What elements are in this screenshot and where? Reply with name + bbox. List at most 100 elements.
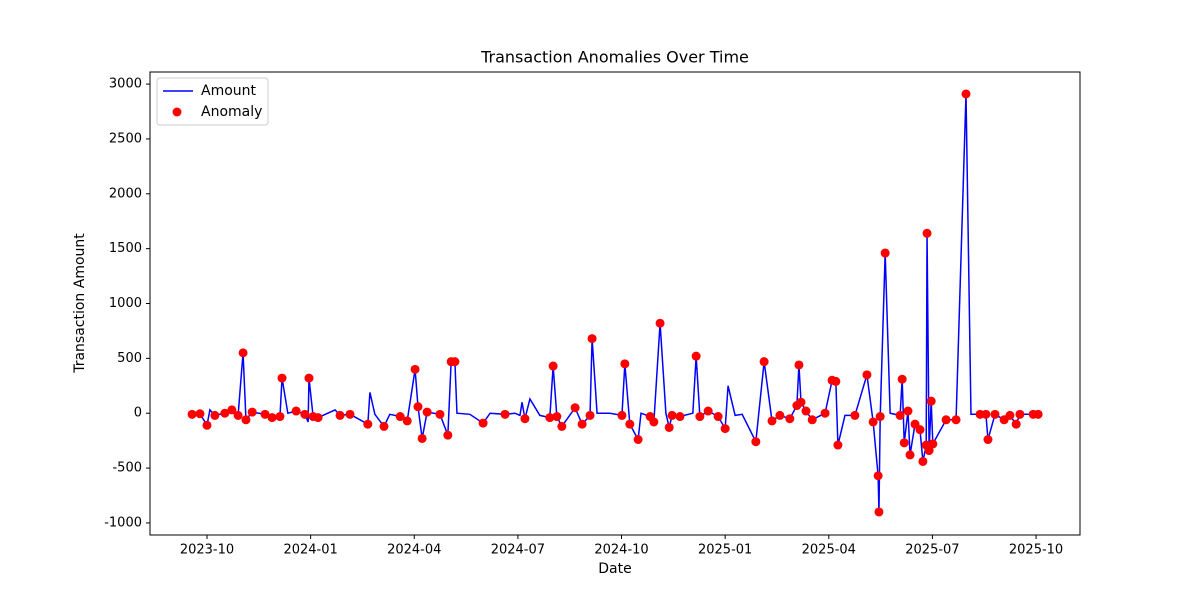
anomaly-point [395,412,405,422]
anomaly-point [897,374,907,384]
x-tick-label: 2024-10 [594,543,648,558]
x-tick-label: 2025-04 [802,543,856,558]
anomaly-point [267,413,277,423]
amount-line [192,93,1039,512]
anomaly-point [1011,419,1021,429]
anomaly-point [767,416,777,426]
anomaly-point [903,406,913,416]
legend-label: Anomaly [201,104,262,120]
anomaly-point [187,409,197,419]
anomaly-point [402,416,412,426]
anomaly-point [345,409,355,419]
anomaly-point [928,439,938,449]
anomaly-point [833,440,843,450]
anomaly-point [450,357,460,367]
anomaly-point [983,435,993,445]
anomaly-point [275,412,285,422]
legend-box [156,77,269,126]
anomaly-point [417,433,427,443]
anomaly-point [435,409,445,419]
anomaly-point [304,373,314,383]
anomaly-point [675,412,685,422]
y-tick-label: -1000 [104,515,142,530]
anomaly-point [775,410,785,420]
anomaly-point [277,373,287,383]
anomaly-point [664,422,674,432]
anomaly-point [300,409,310,419]
anomaly-point [557,421,567,431]
x-axis-label: Date [598,561,631,577]
anomaly-point [785,414,795,424]
anomaly-point [291,406,301,416]
anomaly-point [926,396,936,406]
anomaly-point [413,402,423,412]
anomaly-point [862,370,872,380]
anomaly-point [895,410,905,420]
anomaly-point [220,408,230,418]
x-tick-label: 2025-01 [698,543,752,558]
anomaly-point [796,397,806,407]
anomaly-point [313,413,323,423]
anomaly-point [691,351,701,361]
anomaly-point [443,430,453,440]
x-tick-label: 2025-10 [1009,543,1063,558]
anomaly-point [233,410,243,420]
y-tick-label: 1500 [109,241,142,256]
y-tick-label: 0 [134,406,142,421]
x-tick-label: 2023-10 [180,543,234,558]
anomaly-point [500,409,510,419]
anomaly-point [422,407,432,417]
anomaly-point [924,446,934,456]
anomaly-point [247,407,257,417]
y-tick-label: 1000 [109,296,142,311]
anomaly-point [1015,409,1025,419]
anomaly-point [807,415,817,425]
anomaly-point [410,364,420,374]
anomaly-point [720,424,730,434]
anomaly-point [751,437,761,447]
anomaly-point [874,507,884,517]
anomaly-point [899,438,909,448]
anomaly-point [379,421,389,431]
anomaly-point [625,419,635,429]
chart-title: Transaction Anomalies Over Time [480,48,749,67]
anomaly-point [880,248,890,258]
anomaly-point [981,409,991,419]
anomaly-point [990,409,1000,419]
anomaly-point [587,334,597,344]
y-tick-label: 2500 [109,131,142,146]
x-tick-label: 2024-04 [387,543,441,558]
anomaly-point [202,420,212,430]
anomaly-point [585,410,595,420]
anomaly-point [655,318,665,328]
anomaly-point [520,414,530,424]
y-tick-label: 2000 [109,186,142,201]
y-tick-label: 500 [117,351,142,366]
anomaly-point [552,412,562,422]
anomaly-point [545,413,555,423]
anomaly-point [260,409,270,419]
anomaly-point [241,415,251,425]
anomaly-point [801,406,811,416]
anomaly-point [335,410,345,420]
anomaly-point [918,456,928,466]
anomaly-point [548,361,558,371]
x-tick-label: 2024-07 [491,543,545,558]
x-tick-label: 2024-01 [283,543,337,558]
anomaly-point [868,417,878,427]
anomaly-point [227,405,237,415]
anomaly-point [915,425,925,435]
anomaly-point [1005,410,1015,420]
anomaly-point [794,360,804,370]
anomaly-point [617,410,627,420]
anomaly-point [951,415,961,425]
anomaly-point [850,410,860,420]
anomaly-point [905,450,915,460]
anomaly-point [577,419,587,429]
anomaly-point [820,408,830,418]
anomaly-point [238,348,248,358]
y-axis-label: Transaction Amount [72,233,88,374]
y-tick-label: -500 [112,461,142,476]
